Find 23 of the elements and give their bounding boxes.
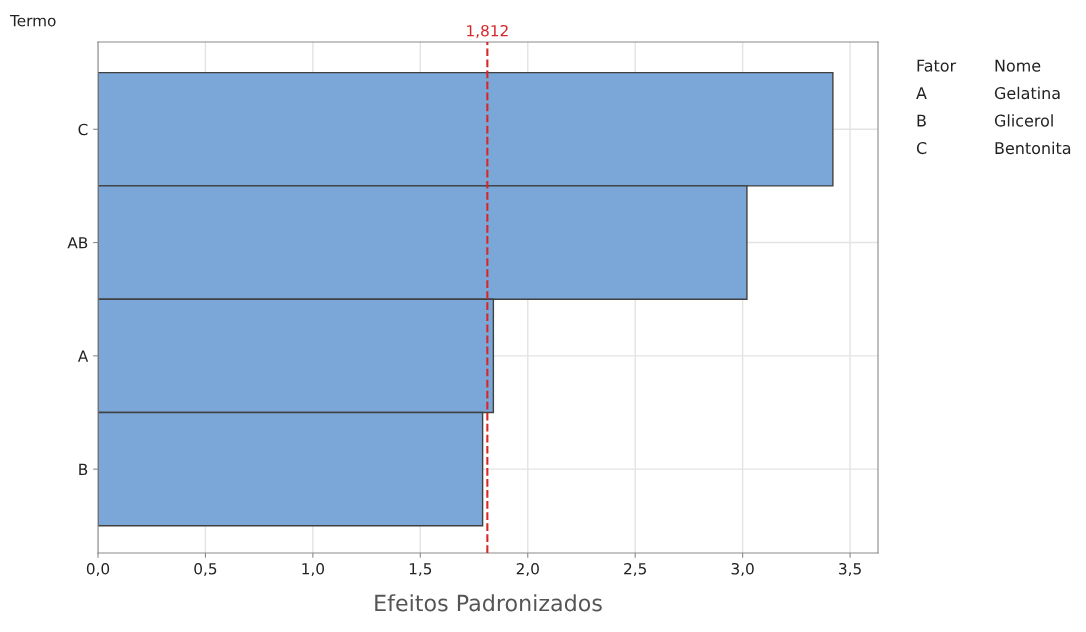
x-tick-label: 2,0 xyxy=(516,562,539,577)
x-tick-label: 0,0 xyxy=(86,562,110,577)
x-tick-label: 1,5 xyxy=(409,563,432,577)
text: B xyxy=(917,114,926,127)
y-tick-label: C xyxy=(78,123,88,136)
text: Fator xyxy=(917,59,957,72)
y-axis-title: Termo xyxy=(9,15,56,27)
x-tick-label: 2,5 xyxy=(624,562,646,577)
text: C xyxy=(916,142,927,155)
x-tick-label: 0,5 xyxy=(194,562,217,577)
y-tick-label: AB xyxy=(67,237,88,249)
text: Nome xyxy=(995,59,1041,72)
text: Bentonita xyxy=(995,141,1071,155)
x-tick-label: 1,0 xyxy=(302,562,325,577)
x-axis-title: Efeitos Padronizados xyxy=(375,594,602,612)
x-tick-label: 3,0 xyxy=(731,562,754,577)
text: Glicerol xyxy=(994,114,1053,127)
y-tick-label: B xyxy=(79,463,88,475)
x-tick-label: 3,5 xyxy=(839,562,861,577)
y-tick-label: A xyxy=(77,350,89,362)
ref-line-label: 1,812 xyxy=(467,24,508,39)
text: Gelatina xyxy=(994,86,1060,100)
text: A xyxy=(916,87,927,99)
